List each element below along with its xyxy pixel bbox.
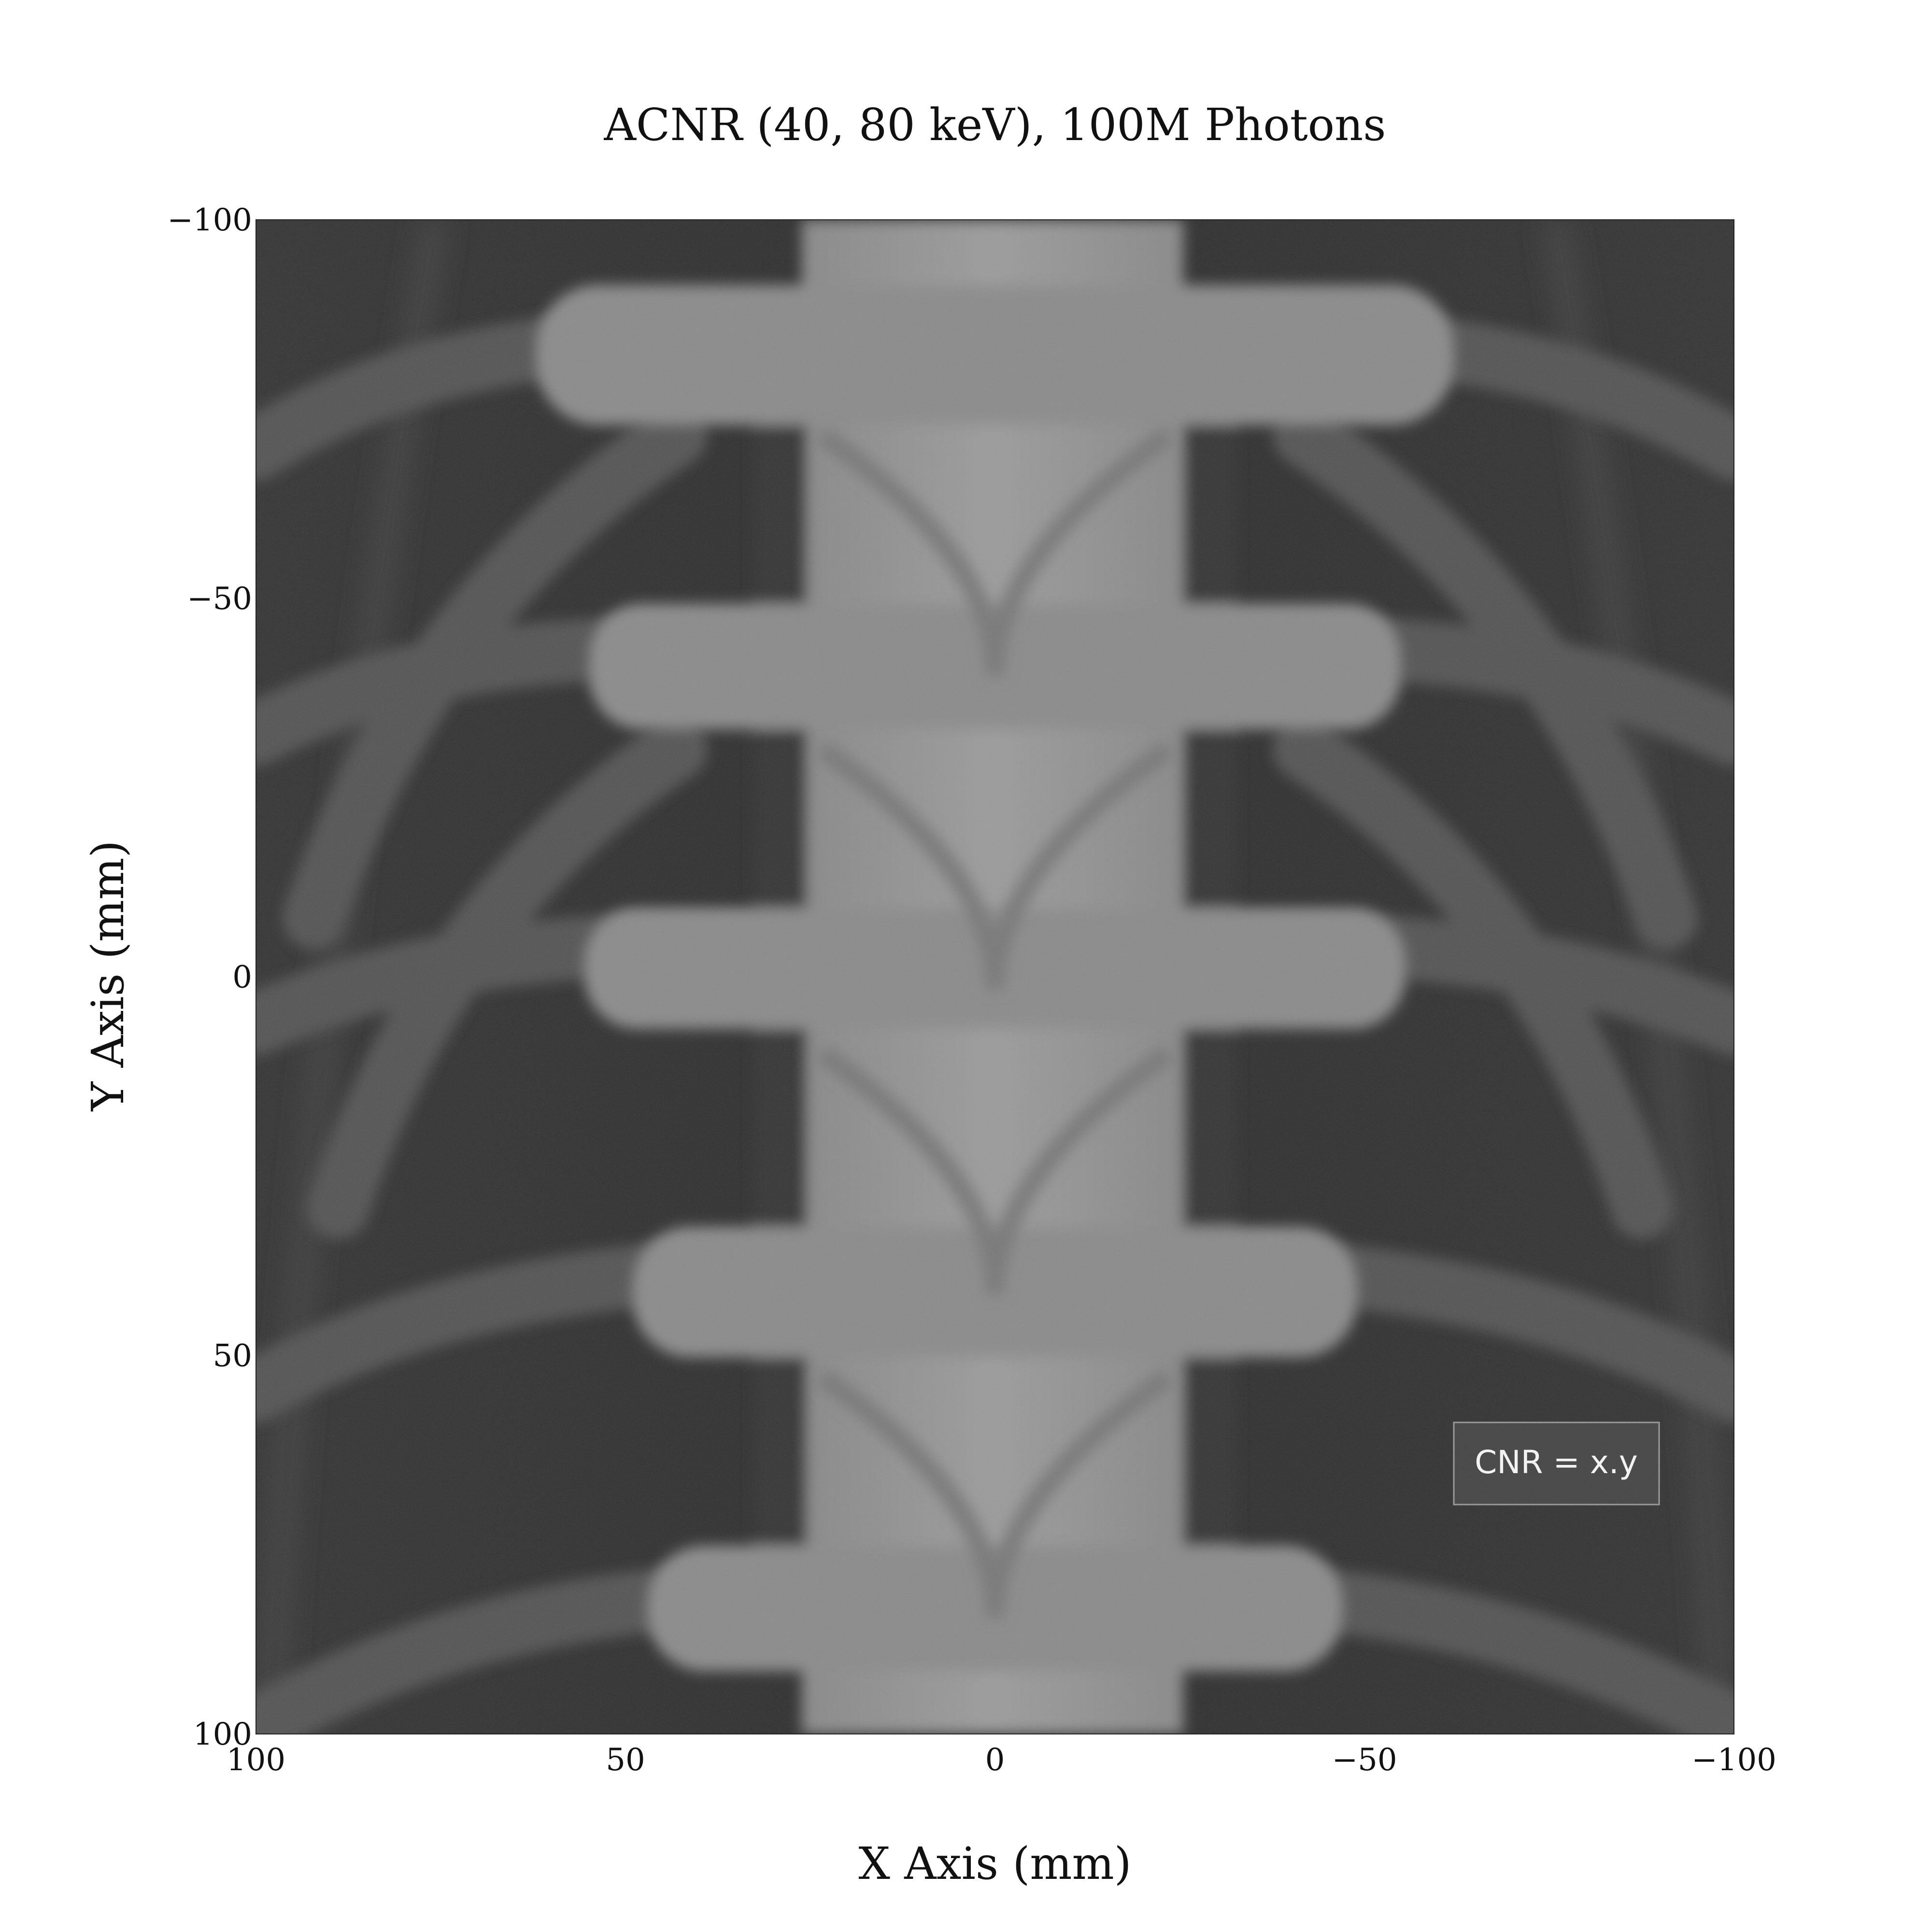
y-axis: −100 −50 0 50 100 xyxy=(167,202,252,1752)
y-axis-label: Y Axis (mm) xyxy=(82,840,134,1112)
cnr-annotation-text: CNR = x.y xyxy=(1475,1444,1638,1481)
y-tick-label: −50 xyxy=(187,581,252,617)
x-tick-label: 0 xyxy=(985,1742,1005,1778)
x-tick-label: 50 xyxy=(606,1742,645,1778)
y-tick-label: −100 xyxy=(167,202,252,238)
noise-overlay xyxy=(256,220,1734,1734)
y-tick-label: 100 xyxy=(193,1717,252,1752)
cnr-annotation-box xyxy=(1453,1421,1660,1506)
x-tick-label: −50 xyxy=(1332,1742,1397,1778)
chart-title: ACNR (40, 80 keV), 100M Photons xyxy=(603,99,1386,151)
plot-frame xyxy=(256,219,1734,1734)
cnr-annotation: CNR = x.y xyxy=(1453,1421,1660,1506)
x-tick-label: 100 xyxy=(227,1742,285,1778)
x-tick-label: −100 xyxy=(1691,1742,1776,1778)
x-axis-label: X Axis (mm) xyxy=(858,1838,1131,1889)
x-axis: 100 50 0 −50 −100 xyxy=(227,1742,1776,1778)
y-tick-label: 50 xyxy=(213,1338,252,1374)
y-tick-label: 0 xyxy=(232,960,252,995)
plot-area xyxy=(256,220,1734,1734)
